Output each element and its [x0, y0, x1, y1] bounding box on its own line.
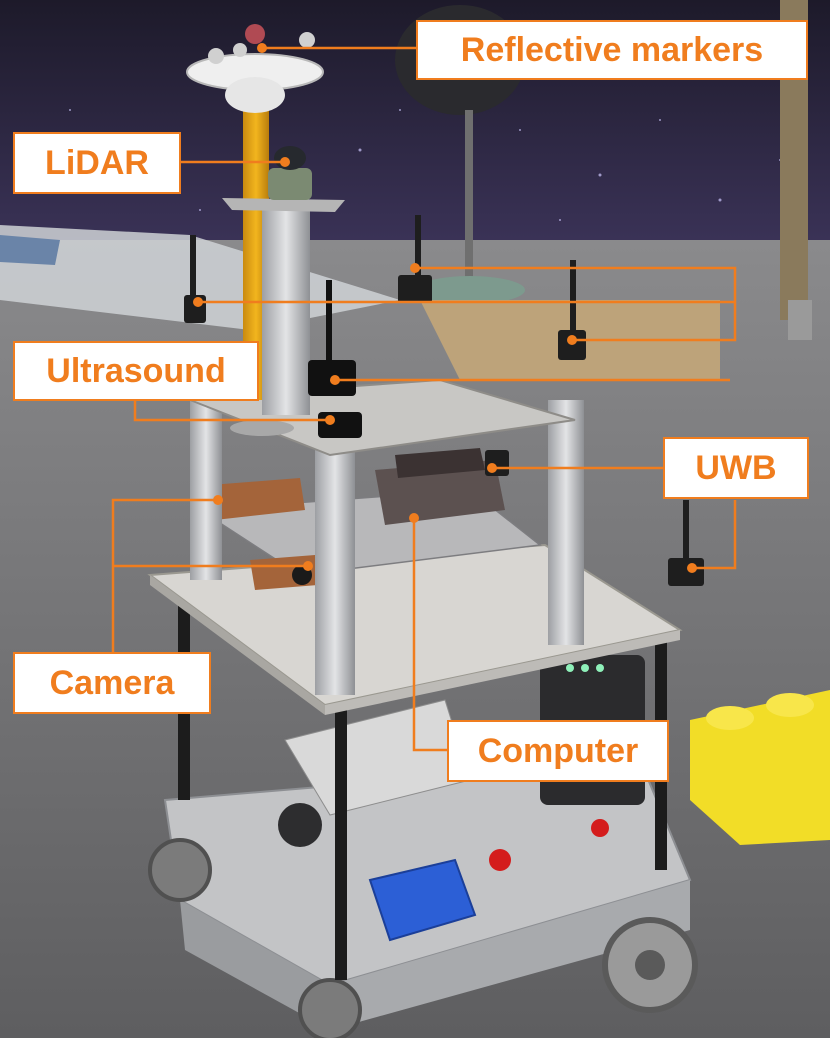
extrusion-post — [315, 425, 355, 695]
computer-board — [375, 448, 505, 525]
label-camera: Camera — [13, 652, 211, 714]
mast-base — [230, 420, 294, 436]
marker-head — [186, 24, 324, 113]
label-computer: Computer — [447, 720, 669, 782]
yellow-toy-block — [690, 690, 830, 845]
floor-mat-blue — [0, 235, 60, 265]
label-reflective-markers: Reflective markers — [416, 20, 808, 80]
robot-chassis — [148, 699, 698, 1038]
lidar-shelf — [222, 198, 345, 212]
label-ultrasound: Ultrasound — [13, 341, 259, 401]
extrusion-post — [190, 400, 222, 580]
fan-pole — [465, 110, 473, 280]
label-lidar: LiDAR — [13, 132, 181, 194]
lidar-stand — [262, 205, 310, 415]
support-post — [335, 700, 347, 980]
extrusion-post — [548, 400, 584, 645]
tree-pot — [788, 300, 812, 340]
label-uwb: UWB — [663, 437, 809, 499]
